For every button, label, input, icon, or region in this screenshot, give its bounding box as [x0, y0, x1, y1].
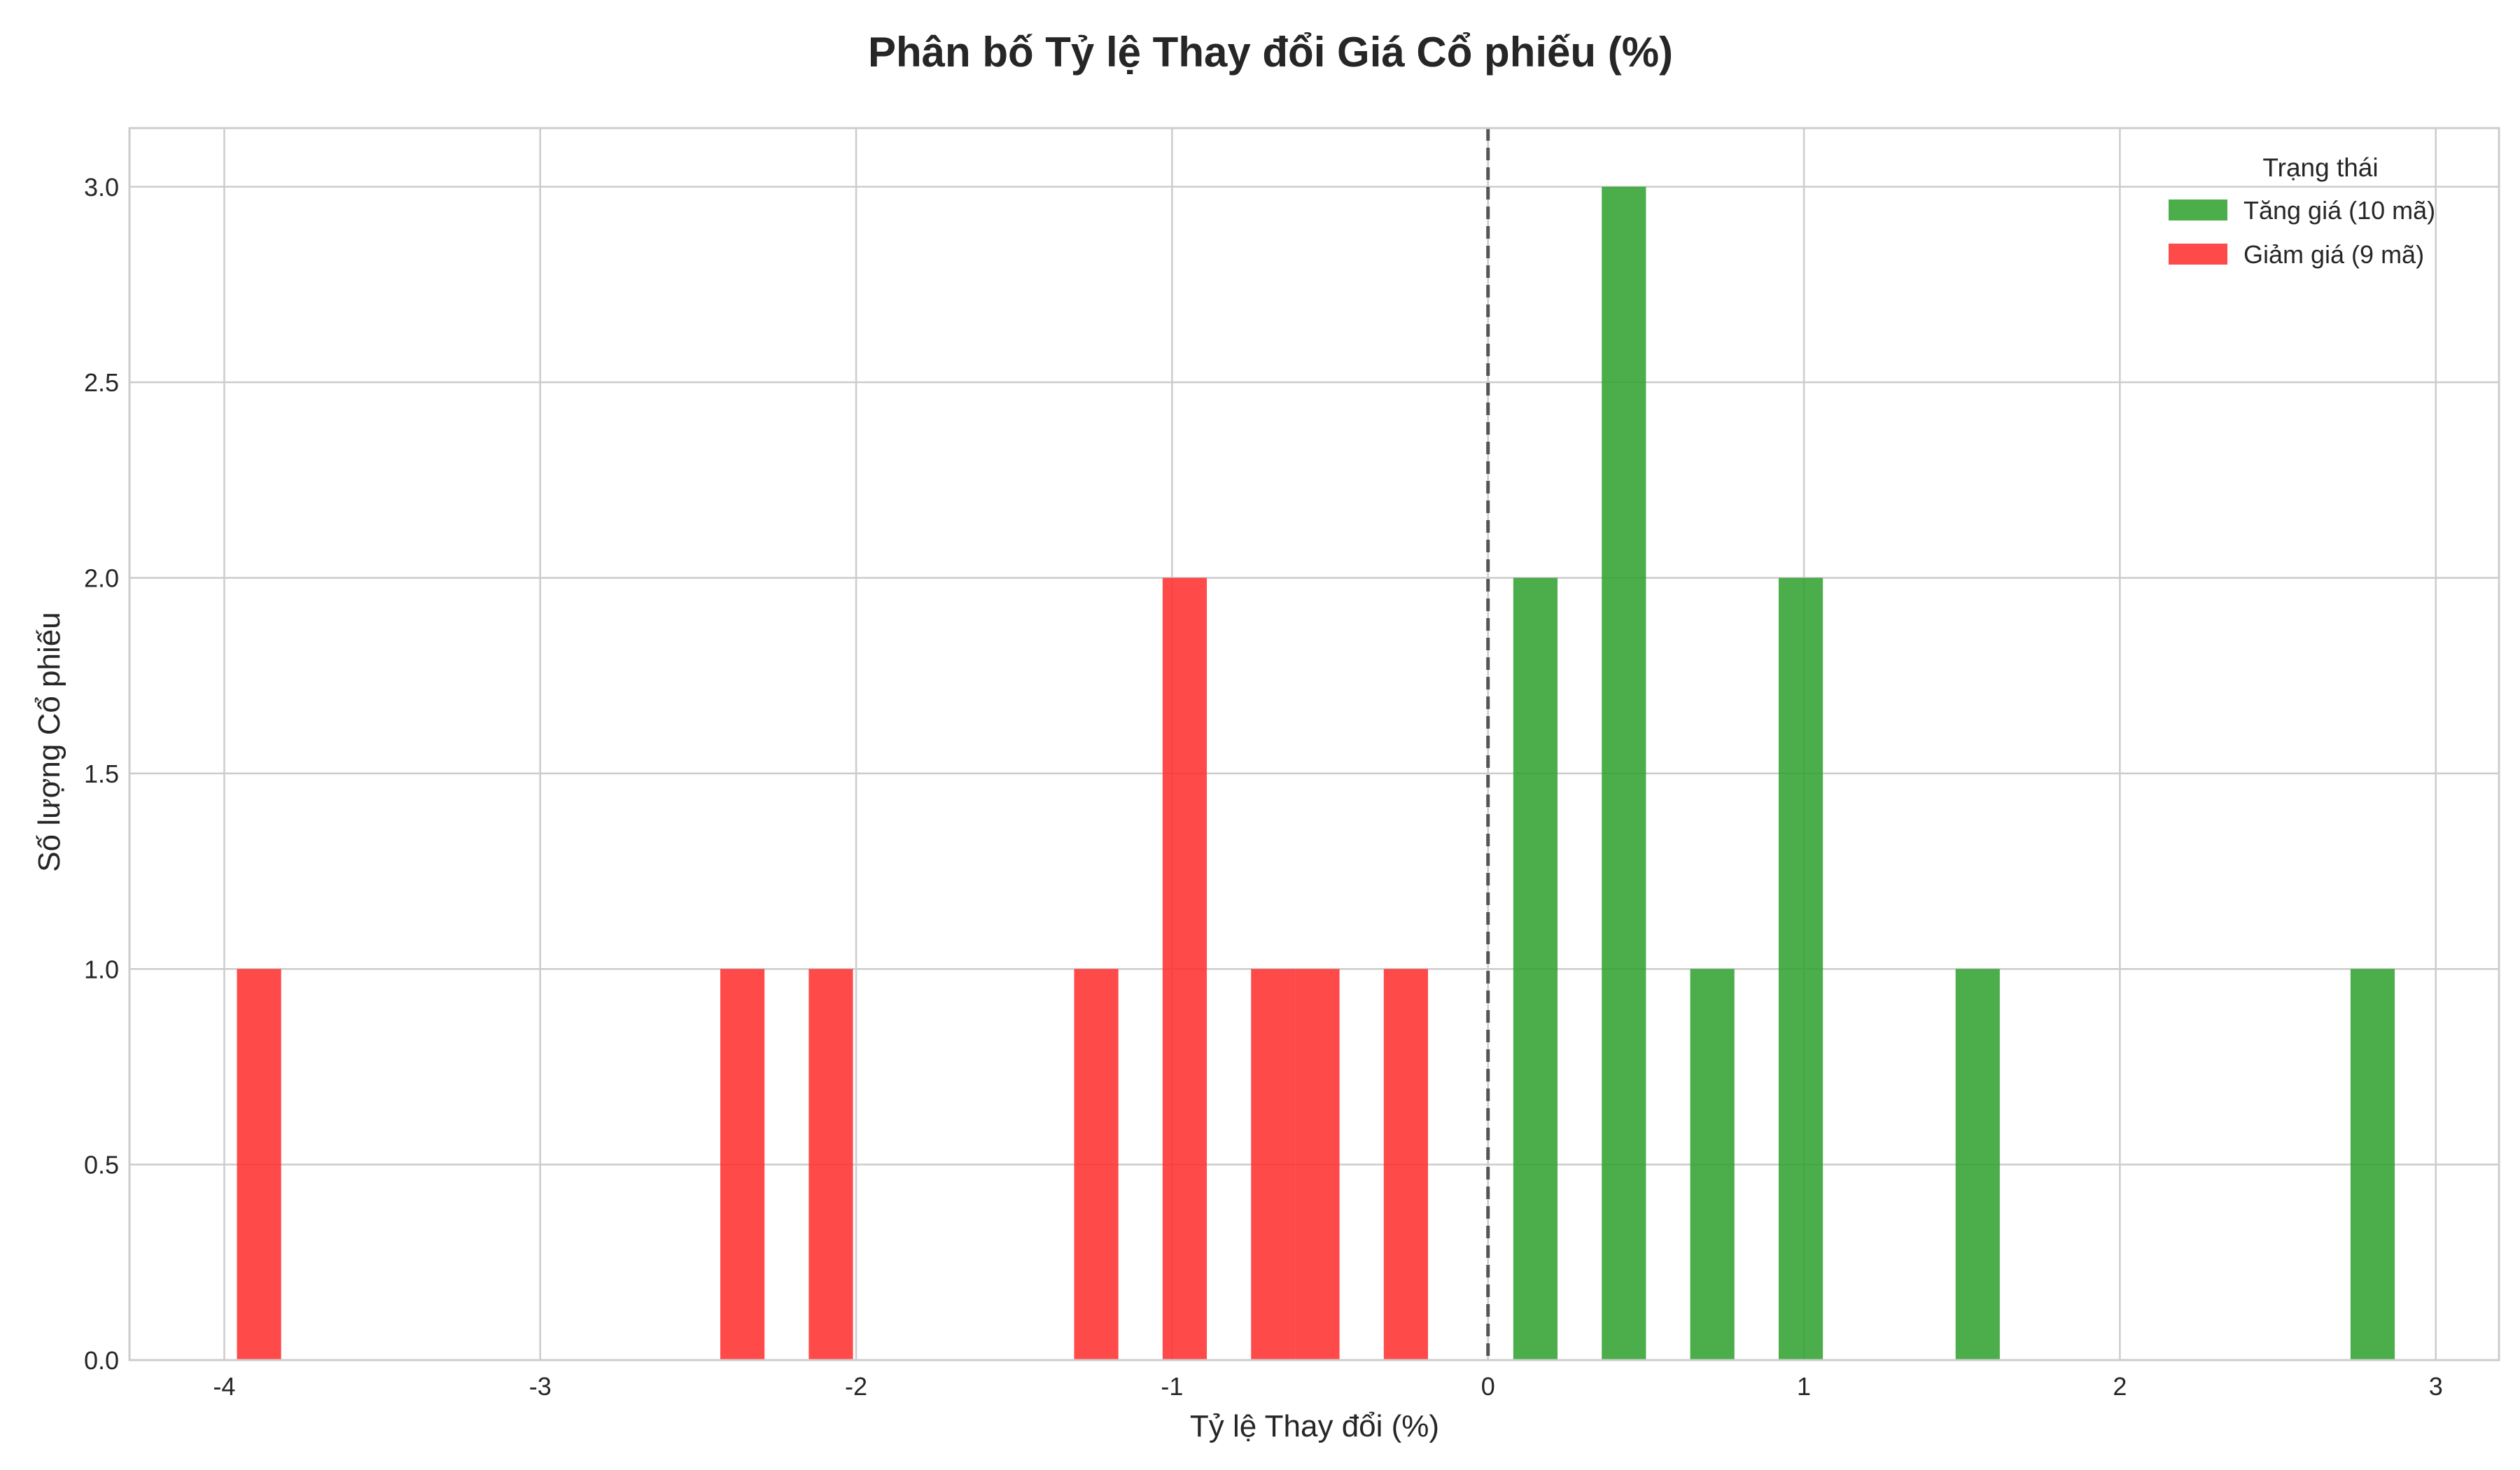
x-axis-ticks: -4 -3 -2 -1 0 1 2 3 — [213, 1372, 2442, 1401]
plot-border — [128, 127, 2500, 1362]
y-tick-label: 2.0 — [84, 564, 119, 593]
bar-increase — [1690, 969, 1735, 1360]
legend-swatch-decrease — [2169, 244, 2227, 265]
bar-increase — [1513, 578, 1558, 1360]
y-tick-label: 1.0 — [84, 955, 119, 983]
bar-increase — [1955, 969, 2000, 1360]
bar-decrease — [1383, 969, 1428, 1360]
bar-decrease — [1074, 969, 1119, 1360]
chart-title: Phân bố Tỷ lệ Thay đổi Giá Cổ phiếu (%) — [868, 29, 1673, 76]
legend-label-decrease: Giảm giá (9 mã) — [2244, 240, 2424, 269]
y-tick-label: 3.0 — [84, 173, 119, 202]
legend-label-increase: Tăng giá (10 mã) — [2244, 196, 2435, 225]
bar-decrease — [1162, 578, 1208, 1360]
legend-swatch-increase — [2169, 200, 2227, 220]
x-axis-label: Tỷ lệ Thay đổi (%) — [1190, 1409, 1439, 1443]
bars-decrease — [237, 578, 1428, 1360]
x-tick-label: 1 — [1797, 1372, 1811, 1401]
bar-decrease — [1251, 969, 1296, 1360]
bar-increase — [2350, 969, 2395, 1360]
bar-increase — [1602, 186, 1646, 1360]
x-tick-label: -3 — [529, 1372, 552, 1401]
plot-area: -4 -3 -2 -1 0 1 2 3 0.0 0.5 1.0 1.5 2.0 2.5 3.0 — [84, 127, 2500, 1401]
bar-decrease — [1295, 969, 1340, 1360]
x-tick-label: 0 — [1481, 1372, 1495, 1401]
bar-increase — [1778, 578, 1823, 1360]
x-tick-label: -1 — [1161, 1372, 1183, 1401]
x-tick-label: -4 — [213, 1372, 235, 1401]
y-axis-label: Số lượng Cổ phiếu — [32, 612, 66, 872]
legend: Trạng thái Tăng giá (10 mã) Giảm giá (9 … — [2169, 153, 2435, 269]
bar-decrease — [720, 969, 765, 1360]
x-tick-label: 3 — [2429, 1372, 2443, 1401]
bar-decrease — [808, 969, 853, 1360]
y-tick-label: 1.5 — [84, 760, 119, 788]
y-axis-ticks: 0.0 0.5 1.0 1.5 2.0 2.5 3.0 — [84, 173, 119, 1375]
y-tick-label: 2.5 — [84, 368, 119, 397]
bar-decrease — [237, 969, 281, 1360]
y-tick-label: 0.0 — [84, 1346, 119, 1375]
y-tick-label: 0.5 — [84, 1151, 119, 1180]
bars-increase — [1513, 186, 2395, 1360]
x-tick-label: 2 — [2113, 1372, 2127, 1401]
legend-title: Trạng thái — [2262, 153, 2378, 182]
x-tick-label: -2 — [845, 1372, 867, 1401]
